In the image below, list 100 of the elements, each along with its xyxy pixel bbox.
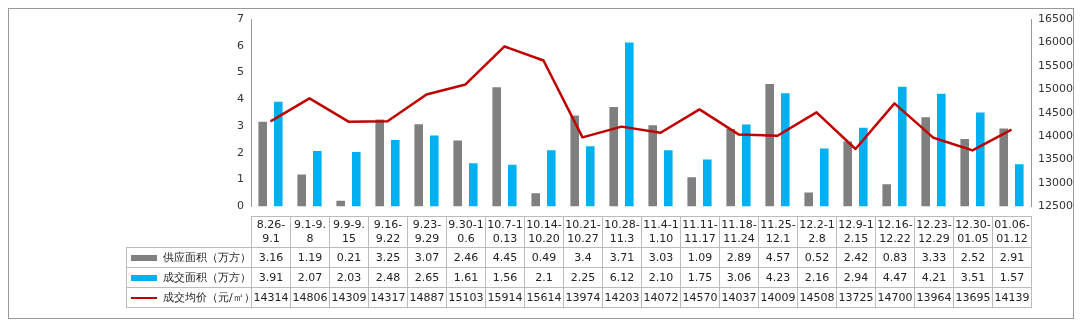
legend-label: 成交面积（万方） [163,270,251,284]
y-tick-label: 2 [237,145,244,159]
bar [843,141,852,207]
bar [781,93,790,207]
data-label: 1.61 [446,267,486,288]
data-label: 15103 [446,287,486,308]
y-tick-label: 1 [237,172,244,186]
bar [430,135,439,207]
x-tick-label: 12.9-12.15 [836,216,876,248]
data-label: 3.07 [407,247,447,268]
data-label: 0.83 [875,247,915,268]
x-tick-label: 10.7-10.13 [485,216,525,248]
bar [492,87,501,207]
bar [336,200,345,207]
bar [586,146,595,207]
data-label: 1.09 [680,247,720,268]
data-label: 14887 [407,287,447,308]
x-tick-label: 11.25-12.1 [758,216,798,248]
bar [297,174,306,207]
data-label: 3.03 [641,247,681,268]
data-label: 14037 [719,287,759,308]
x-tick-label: 9.1-9.8 [290,216,330,248]
data-label: 14317 [368,287,408,308]
bar [258,121,267,207]
data-label: 1.57 [992,267,1032,288]
data-label: 4.45 [485,247,525,268]
bar [999,128,1008,207]
bar [742,124,751,207]
bar [453,140,462,207]
data-label: 3.51 [953,267,993,288]
y2-tick-label: 15000 [1038,82,1073,96]
bar [391,140,400,207]
data-label: 2.89 [719,247,759,268]
x-tick-label: 9.16-9.22 [368,216,408,248]
bar [726,129,735,207]
bar [898,86,907,207]
x-tick-label: 9.30-10.6 [446,216,486,248]
data-label: 1.56 [485,267,525,288]
bar [313,150,322,207]
bar [960,138,969,207]
data-label: 4.23 [758,267,798,288]
y2-tick-label: 13000 [1038,175,1073,189]
data-label: 2.94 [836,267,876,288]
x-tick-label: 8.26-9.1 [251,216,291,248]
data-label: 2.07 [290,267,330,288]
bar [625,42,634,207]
x-tick-label: 11.18-11.24 [719,216,759,248]
bar [687,177,696,207]
data-label: 14700 [875,287,915,308]
x-tick-label: 12.30-01.05 [953,216,993,248]
data-label: 3.06 [719,267,759,288]
bar [882,184,891,207]
x-tick-label: 01.06-01.12 [992,216,1032,248]
data-label: 3.4 [563,247,603,268]
y-tick-label: 7 [237,11,244,25]
data-label: 3.91 [251,267,291,288]
y2-tick-label: 14000 [1038,128,1073,142]
data-label: 14203 [602,287,642,308]
bar [274,101,283,207]
data-label: 2.42 [836,247,876,268]
bar [414,124,423,207]
data-label: 4.21 [914,267,954,288]
bar [820,148,829,207]
bar [703,159,712,207]
data-label: 14009 [758,287,798,308]
data-label: 3.71 [602,247,642,268]
data-label: 13974 [563,287,603,308]
y-tick-label: 4 [237,92,244,106]
bar [804,192,813,207]
x-tick-label: 11.11-11.17 [680,216,720,248]
bar [609,107,618,207]
data-label: 1.75 [680,267,720,288]
legend-label: 供应面积（万方） [163,250,251,264]
y2-tick-label: 12500 [1038,199,1073,213]
y-tick-label: 5 [237,65,244,79]
x-tick-label: 10.21-10.27 [563,216,603,248]
data-label: 2.10 [641,267,681,288]
data-label: 13725 [836,287,876,308]
data-label: 2.16 [797,267,837,288]
bar [976,112,985,207]
x-tick-label: 12.2-12.8 [797,216,837,248]
data-label: 14570 [680,287,720,308]
y-tick-label: 6 [237,38,244,52]
data-label: 14806 [290,287,330,308]
x-tick-label: 10.14-10.20 [524,216,564,248]
data-label: 14139 [992,287,1032,308]
data-label: 15614 [524,287,564,308]
data-label: 3.33 [914,247,954,268]
data-label: 1.19 [290,247,330,268]
y2-tick-label: 14500 [1038,105,1073,119]
x-tick-label: 10.28-11.3 [602,216,642,248]
y2-tick-label: 16500 [1038,11,1073,25]
bar [664,150,673,207]
data-label: 2.91 [992,247,1032,268]
bar [531,193,540,207]
data-label: 4.57 [758,247,798,268]
data-label: 2.1 [524,267,564,288]
bar [547,150,556,207]
x-tick-label: 9.9-9.15 [329,216,369,248]
bar [921,117,930,207]
